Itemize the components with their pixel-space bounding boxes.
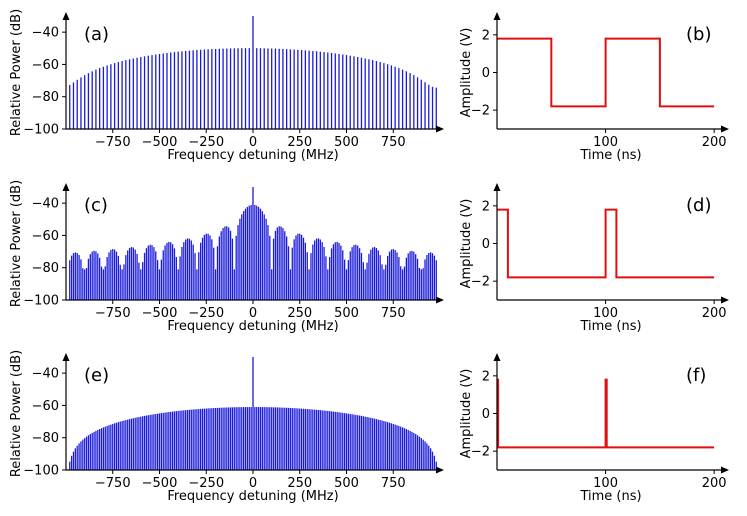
x-tick-label: 500 bbox=[334, 476, 359, 491]
y-axis-label: Relative Power (dB) bbox=[9, 350, 24, 477]
y-tick-label: −80 bbox=[32, 431, 59, 446]
x-tick-label: −250 bbox=[188, 135, 224, 150]
y-tick-label: −100 bbox=[23, 123, 59, 138]
y-axis-arrow bbox=[493, 12, 501, 20]
y-axis-label: Amplitude (V) bbox=[459, 369, 474, 459]
x-tick-label: 250 bbox=[287, 135, 312, 150]
y-tick-label: −100 bbox=[23, 464, 59, 479]
y-tick-label: −60 bbox=[32, 58, 59, 73]
pulse-trace bbox=[497, 37, 715, 108]
y-tick-label: −40 bbox=[32, 367, 59, 382]
x-axis-label: Time (ns) bbox=[579, 319, 641, 334]
spectrum-bars bbox=[69, 357, 437, 470]
panel-b: 100 200 −2 0 2 Time (ns) Amplitude (V) (b) bbox=[459, 12, 729, 163]
x-tick-label: 0 bbox=[249, 306, 257, 321]
y-axis-arrow bbox=[493, 353, 501, 361]
x-tick-label: −750 bbox=[95, 135, 131, 150]
x-tick-label: 100 bbox=[593, 135, 618, 150]
x-tick-label: −750 bbox=[95, 306, 131, 321]
y-axis-arrow bbox=[62, 183, 70, 191]
y-axis-label: Relative Power (dB) bbox=[9, 180, 24, 307]
x-axis-arrow bbox=[436, 125, 444, 133]
x-tick-label: −500 bbox=[142, 135, 178, 150]
y-tick-label: 0 bbox=[482, 237, 490, 252]
y-axis-label: Relative Power (dB) bbox=[9, 9, 24, 136]
y-tick-label: −80 bbox=[32, 90, 59, 105]
x-tick-label: −250 bbox=[188, 476, 224, 491]
x-tick-label: −500 bbox=[142, 306, 178, 321]
y-axis-label: Amplitude (V) bbox=[459, 199, 474, 289]
panel-label: (e) bbox=[84, 365, 109, 386]
y-tick-label: 2 bbox=[482, 28, 490, 43]
x-tick-label: 750 bbox=[381, 135, 406, 150]
x-tick-label: 200 bbox=[702, 306, 727, 321]
x-tick-label: −500 bbox=[142, 476, 178, 491]
x-tick-label: 200 bbox=[702, 135, 727, 150]
panel-e: −750 −500 −250 0 250 500 750 −100 −80 −60 −40 Frequ… bbox=[9, 350, 444, 504]
pulse-trace bbox=[497, 208, 715, 279]
x-axis-label: Time (ns) bbox=[579, 489, 641, 504]
x-tick-label: 0 bbox=[249, 476, 257, 491]
panel-label: (a) bbox=[84, 24, 109, 45]
panel-c: −750 −500 −250 0 250 500 750 −100 −80 −60 −40 Frequ… bbox=[9, 180, 444, 334]
x-axis-arrow bbox=[721, 296, 729, 304]
spectrum-bars bbox=[69, 16, 437, 129]
x-tick-label: 100 bbox=[593, 476, 618, 491]
y-tick-label: −2 bbox=[471, 445, 490, 460]
x-tick-label: 750 bbox=[381, 476, 406, 491]
y-tick-label: −40 bbox=[32, 26, 59, 41]
spectrum-bars bbox=[69, 187, 437, 300]
x-tick-label: 200 bbox=[702, 476, 727, 491]
y-tick-label: 0 bbox=[482, 407, 490, 422]
x-tick-label: 100 bbox=[593, 306, 618, 321]
y-tick-label: −40 bbox=[32, 197, 59, 212]
y-tick-label: −80 bbox=[32, 261, 59, 276]
y-axis-arrow bbox=[62, 12, 70, 20]
x-tick-label: 500 bbox=[334, 306, 359, 321]
x-tick-label: −750 bbox=[95, 476, 131, 491]
panel-label: (f) bbox=[686, 365, 706, 386]
x-axis-arrow bbox=[436, 466, 444, 474]
y-axis-arrow bbox=[493, 183, 501, 191]
panel-label: (b) bbox=[686, 24, 711, 45]
x-axis-label: Frequency detuning (MHz) bbox=[167, 489, 338, 504]
x-tick-label: −250 bbox=[188, 306, 224, 321]
y-tick-label: −60 bbox=[32, 399, 59, 414]
y-tick-label: −100 bbox=[23, 294, 59, 309]
y-axis-arrow bbox=[62, 353, 70, 361]
panel-d: 100 200 −2 0 2 Time (ns) Amplitude (V) (d) bbox=[459, 183, 729, 334]
y-tick-label: −60 bbox=[32, 229, 59, 244]
x-tick-label: 0 bbox=[249, 135, 257, 150]
y-tick-label: 2 bbox=[482, 199, 490, 214]
pulse-trace bbox=[497, 378, 715, 449]
y-tick-label: −2 bbox=[471, 275, 490, 290]
panel-label: (d) bbox=[686, 195, 711, 216]
x-tick-label: 250 bbox=[287, 476, 312, 491]
x-axis-label: Frequency detuning (MHz) bbox=[167, 319, 338, 334]
panel-f: 100 200 −2 0 2 Time (ns) Amplitude (V) (f) bbox=[459, 353, 729, 504]
x-tick-label: 500 bbox=[334, 135, 359, 150]
y-axis-label: Amplitude (V) bbox=[459, 28, 474, 118]
panel-a: −750 −500 −250 0 250 500 750 −100 −80 −60 −40 Frequ… bbox=[9, 9, 444, 163]
y-tick-label: −2 bbox=[471, 104, 490, 119]
x-axis-label: Frequency detuning (MHz) bbox=[167, 148, 338, 163]
x-tick-label: 250 bbox=[287, 306, 312, 321]
x-axis-arrow bbox=[436, 296, 444, 304]
y-tick-label: 0 bbox=[482, 66, 490, 81]
panel-label: (c) bbox=[84, 195, 108, 216]
x-tick-label: 750 bbox=[381, 306, 406, 321]
x-axis-label: Time (ns) bbox=[579, 148, 641, 163]
y-tick-label: 2 bbox=[482, 369, 490, 384]
x-axis-arrow bbox=[721, 466, 729, 474]
x-axis-arrow bbox=[721, 125, 729, 133]
